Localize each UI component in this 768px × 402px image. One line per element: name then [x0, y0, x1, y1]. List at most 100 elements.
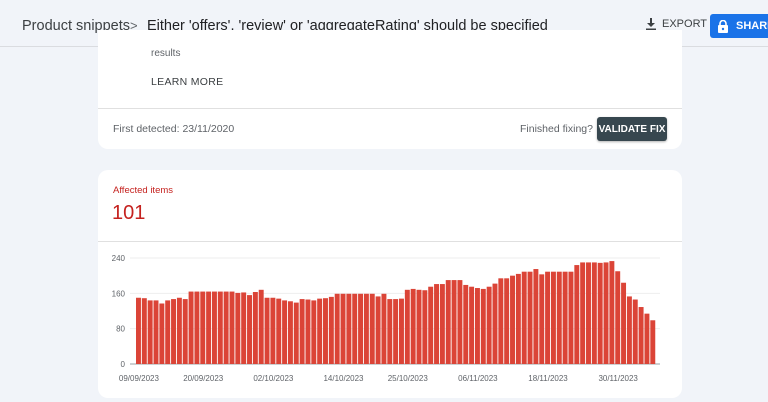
bar	[206, 291, 212, 364]
bar	[369, 293, 375, 364]
y-tick-label: 0	[121, 360, 126, 369]
y-tick-label: 160	[112, 289, 126, 298]
export-label: EXPORT	[662, 18, 708, 30]
finished-fixing-label: Finished fixing?	[520, 123, 593, 135]
bar	[615, 271, 621, 364]
bar	[609, 261, 615, 364]
bar	[562, 271, 568, 364]
bar	[270, 297, 276, 364]
bar	[346, 293, 352, 364]
export-button[interactable]: EXPORT	[646, 18, 707, 30]
bar	[352, 293, 358, 364]
bar	[276, 298, 282, 364]
share-button[interactable]: SHARE	[710, 14, 768, 38]
bar	[159, 303, 165, 364]
bar	[299, 299, 305, 364]
bar	[165, 300, 171, 364]
bar	[445, 280, 451, 364]
bar	[147, 300, 153, 364]
bar	[463, 284, 469, 364]
breadcrumb-separator: >	[130, 18, 138, 33]
bar	[474, 288, 480, 364]
bar	[305, 299, 311, 364]
bar	[241, 292, 247, 364]
bar	[282, 300, 288, 364]
bar	[264, 297, 270, 364]
bar	[422, 290, 428, 364]
bar	[141, 298, 147, 364]
bar	[247, 295, 252, 364]
bar	[515, 273, 521, 364]
bar	[492, 283, 498, 364]
share-label: SHARE	[736, 20, 768, 32]
y-tick-label: 80	[116, 325, 125, 334]
bar	[457, 280, 463, 364]
bar	[252, 292, 258, 364]
bar	[568, 271, 574, 364]
x-tick-label: 18/11/2023	[528, 374, 568, 383]
bar	[136, 297, 141, 364]
bar	[434, 284, 440, 364]
bar	[632, 299, 638, 364]
bar	[597, 262, 603, 364]
bar	[171, 299, 177, 364]
bar	[527, 271, 533, 364]
divider	[98, 241, 682, 242]
y-tick-label: 240	[112, 254, 126, 263]
bar	[644, 313, 650, 364]
learn-more-link[interactable]: LEARN MORE	[151, 76, 224, 88]
affected-items-label: Affected items	[113, 185, 174, 196]
lock-icon	[718, 19, 728, 33]
bar	[469, 286, 475, 364]
bar	[410, 288, 416, 364]
bar	[428, 286, 434, 364]
affected-items-count: 101	[112, 202, 146, 224]
bar	[586, 262, 591, 364]
bar	[439, 284, 445, 364]
bar	[317, 298, 323, 364]
bar	[235, 292, 241, 364]
description-text: results	[151, 48, 181, 59]
bar	[194, 291, 200, 364]
bar	[328, 296, 334, 364]
bar	[539, 274, 545, 364]
bar	[182, 299, 188, 364]
bar	[603, 262, 609, 364]
x-tick-label: 06/11/2023	[458, 374, 498, 383]
x-tick-label: 30/11/2023	[598, 374, 638, 383]
bar	[416, 289, 422, 364]
bar	[591, 262, 597, 364]
download-icon	[646, 18, 656, 30]
bar	[223, 291, 229, 364]
bar	[211, 291, 217, 364]
validate-fix-button[interactable]: VALIDATE FIX	[597, 117, 667, 141]
bar	[375, 296, 381, 364]
bar	[498, 278, 504, 364]
bar	[358, 293, 364, 364]
x-tick-label: 02/10/2023	[253, 374, 294, 383]
bar	[363, 293, 369, 364]
bar	[258, 289, 264, 364]
bar	[550, 271, 556, 364]
bar	[399, 298, 404, 364]
bar	[340, 293, 346, 364]
bar	[521, 271, 527, 364]
issue-details-card: results LEARN MORE First detected: 23/11…	[98, 30, 682, 149]
divider	[98, 108, 682, 109]
bar	[486, 286, 492, 364]
bar	[293, 302, 299, 364]
bar	[311, 300, 317, 364]
bar	[580, 262, 586, 364]
x-tick-label: 09/09/2023	[119, 374, 160, 383]
bar	[574, 265, 580, 364]
x-tick-label: 14/10/2023	[323, 374, 364, 383]
bar	[229, 291, 235, 364]
bar	[287, 301, 293, 364]
bar	[451, 280, 457, 364]
affected-items-card: Affected items 101 0 80 160 240 09/09/2023 20…	[98, 170, 682, 398]
bar	[650, 320, 656, 364]
bar	[393, 299, 399, 364]
bar	[545, 271, 551, 364]
bar	[387, 299, 393, 364]
bar	[510, 275, 515, 364]
